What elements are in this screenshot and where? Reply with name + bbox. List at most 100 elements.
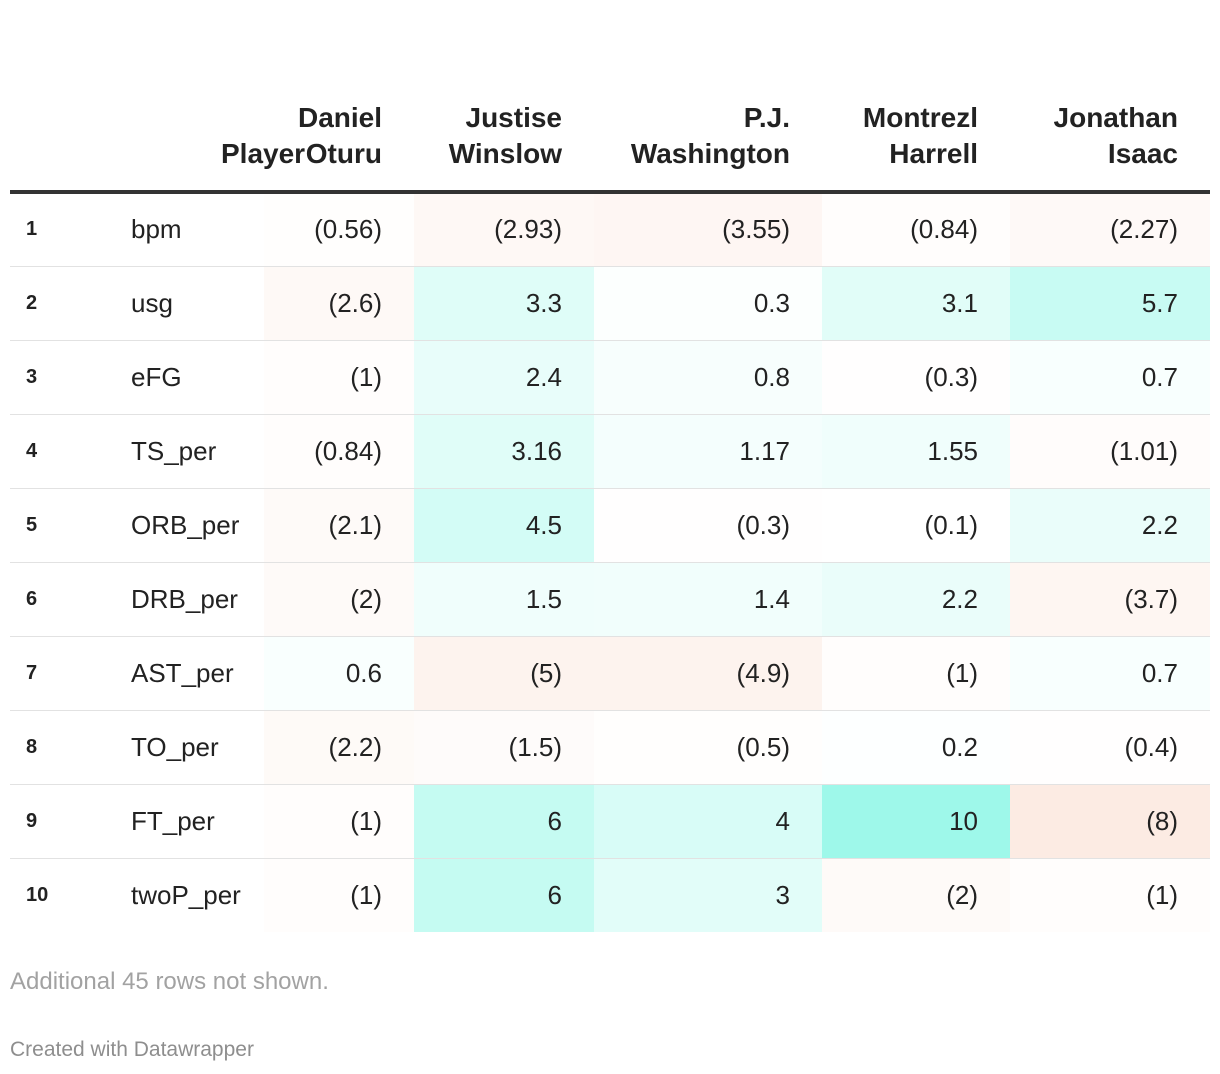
heatmap-cell: (0.5)	[594, 710, 822, 784]
row-metric: eFG	[131, 361, 182, 392]
row-rank: 6	[26, 587, 38, 610]
heatmap-cell: (0.1)	[822, 488, 1010, 562]
header-line: Isaac	[1107, 138, 1178, 169]
row-rank: 5	[26, 513, 38, 536]
heatmap-cell: (2.27)	[1010, 192, 1210, 266]
row-rank: 2	[26, 291, 38, 314]
table-row: 4 TS_per (0.84) 3.16 1.17 1.55 (1.01)	[10, 414, 1210, 488]
heatmap-cell: 5.7	[1010, 266, 1210, 340]
table-row: 3 eFG (1) 2.4 0.8 (0.3) 0.7	[10, 340, 1210, 414]
heatmap-cell: (0.84)	[264, 414, 414, 488]
header-line: Washington	[630, 138, 790, 169]
heatmap-cell: 1.55	[822, 414, 1010, 488]
heatmap-cell: 2.4	[414, 340, 594, 414]
header-line: Oturu	[305, 138, 382, 169]
table-row: 6 DRB_per (2) 1.5 1.4 2.2 (3.7)	[10, 562, 1210, 636]
header-line	[10, 100, 115, 136]
heatmap-cell: (1.5)	[414, 710, 594, 784]
heatmap-cell: (1)	[1010, 858, 1210, 932]
heatmap-cell: (2.2)	[264, 710, 414, 784]
header-line: Daniel	[297, 102, 382, 133]
heatmap-cell: (0.84)	[822, 192, 1010, 266]
heatmap-cell: 0.8	[594, 340, 822, 414]
table-row: 7 AST_per 0.6 (5) (4.9) (1) 0.7	[10, 636, 1210, 710]
header-line: Montrezl	[862, 102, 978, 133]
heatmap-cell: 3.16	[414, 414, 594, 488]
row-rank: 8	[26, 735, 38, 758]
heatmap-cell: 2.2	[1010, 488, 1210, 562]
header-line: Player	[221, 138, 306, 169]
table-row: 9 FT_per (1) 6 4 10 (8)	[10, 784, 1210, 858]
data-table: Player Daniel Oturu Justise Winslow P.J. Washi…	[10, 100, 1210, 932]
heatmap-cell: 4.5	[414, 488, 594, 562]
row-metric: usg	[131, 287, 173, 318]
row-rank: 10	[26, 883, 49, 906]
row-metric: ORB_per	[131, 509, 240, 540]
row-rank: 9	[26, 809, 38, 832]
header-player-4[interactable]: Montrezl Harrell	[822, 100, 1010, 192]
heatmap-cell: (1)	[264, 784, 414, 858]
heatmap-cell: (8)	[1010, 784, 1210, 858]
header-player-1[interactable]: Daniel Oturu	[264, 100, 414, 192]
table-row: 5 ORB_per (2.1) 4.5 (0.3) (0.1) 2.2	[10, 488, 1210, 562]
heatmap-cell: (1)	[264, 858, 414, 932]
row-metric: FT_per	[131, 805, 215, 836]
heatmap-cell: 1.4	[594, 562, 822, 636]
header-player-2[interactable]: Justise Winslow	[414, 100, 594, 192]
table-row: 8 TO_per (2.2) (1.5) (0.5) 0.2 (0.4)	[10, 710, 1210, 784]
heatmap-cell: 0.7	[1010, 636, 1210, 710]
heatmap-cell: (0.3)	[594, 488, 822, 562]
row-metric: bpm	[131, 214, 182, 245]
heatmap-cell: (0.56)	[264, 192, 414, 266]
datawrapper-credit[interactable]: Created with Datawrapper	[10, 1038, 254, 1061]
heatmap-cell: 10	[822, 784, 1010, 858]
heatmap-cell: 1.5	[414, 562, 594, 636]
row-rank: 3	[26, 365, 38, 388]
header-player-3[interactable]: P.J. Washington	[594, 100, 822, 192]
heatmap-cell: (1)	[822, 636, 1010, 710]
row-metric: TO_per	[131, 731, 219, 762]
header-line: Winslow	[448, 138, 562, 169]
heatmap-cell: 3.3	[414, 266, 594, 340]
heatmap-cell: (2.6)	[264, 266, 414, 340]
row-metric: twoP_per	[131, 879, 241, 910]
heatmap-cell: (2)	[264, 562, 414, 636]
header-player-5[interactable]: Jonathan Isaac	[1010, 100, 1210, 192]
table-row: 1 bpm (0.56) (2.93) (3.55) (0.84) (2.27)	[10, 192, 1210, 266]
data-table-container: Player Daniel Oturu Justise Winslow P.J. Washi…	[10, 100, 1210, 932]
heatmap-cell: 1.17	[594, 414, 822, 488]
header-line	[221, 100, 264, 136]
header-player[interactable]: Player	[115, 100, 306, 192]
heatmap-cell: 0.6	[264, 636, 414, 710]
header-rank[interactable]	[10, 100, 115, 192]
heatmap-cell: 0.7	[1010, 340, 1210, 414]
heatmap-cell: (0.4)	[1010, 710, 1210, 784]
heatmap-cell: 4	[594, 784, 822, 858]
heatmap-cell: (2)	[822, 858, 1010, 932]
table-row: 2 usg (2.6) 3.3 0.3 3.1 5.7	[10, 266, 1210, 340]
table-body: 1 bpm (0.56) (2.93) (3.55) (0.84) (2.27) 2 usg (2…	[10, 192, 1210, 932]
heatmap-cell: 6	[414, 858, 594, 932]
row-rank: 4	[26, 439, 38, 462]
table-header-row: Player Daniel Oturu Justise Winslow P.J. Washi…	[10, 100, 1210, 192]
heatmap-cell: (4.9)	[594, 636, 822, 710]
header-line: Jonathan	[1053, 102, 1178, 133]
heatmap-cell: (3.55)	[594, 192, 822, 266]
heatmap-cell: 0.3	[594, 266, 822, 340]
heatmap-cell: 3	[594, 858, 822, 932]
heatmap-cell: (1.01)	[1010, 414, 1210, 488]
row-rank: 1	[26, 218, 38, 241]
header-line	[10, 136, 115, 172]
table-row: 10 twoP_per (1) 6 3 (2) (1)	[10, 858, 1210, 932]
heatmap-cell: (3.7)	[1010, 562, 1210, 636]
heatmap-cell: (5)	[414, 636, 594, 710]
heatmap-cell: (2.93)	[414, 192, 594, 266]
header-line: Harrell	[889, 138, 978, 169]
heatmap-cell: 2.2	[822, 562, 1010, 636]
heatmap-cell: (2.1)	[264, 488, 414, 562]
heatmap-cell: 0.2	[822, 710, 1010, 784]
heatmap-cell: (0.3)	[822, 340, 1010, 414]
heatmap-cell: 6	[414, 784, 594, 858]
header-line: Justise	[465, 102, 563, 133]
row-metric: DRB_per	[131, 583, 238, 614]
